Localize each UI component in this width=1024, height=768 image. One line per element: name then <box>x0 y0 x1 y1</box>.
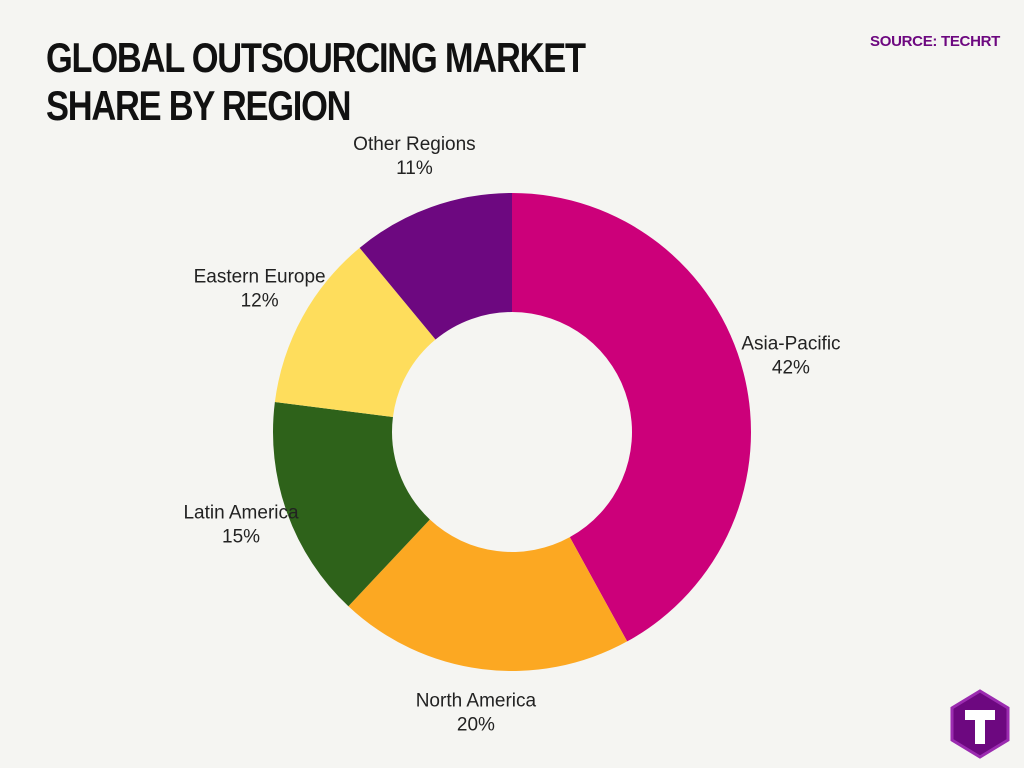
value-label: 20% <box>457 715 495 736</box>
category-label: Latin America <box>183 503 299 524</box>
value-label: 42% <box>772 357 810 378</box>
slice-label: Other Regions 11% <box>353 134 476 179</box>
value-label: 11% <box>396 158 433 179</box>
logo <box>950 689 1010 759</box>
category-label: Other Regions <box>353 134 476 155</box>
slice-label: Latin America 15% <box>183 503 299 548</box>
slice-label: Eastern Europe 12% <box>194 266 326 311</box>
chart-title: GLOBAL OUTSOURCING MARKET SHARE BY REGIO… <box>46 34 586 129</box>
source-note: SOURCE: TECHRT <box>870 33 1000 50</box>
donut-slice <box>274 247 436 417</box>
donut-slice <box>512 193 751 642</box>
donut-slice <box>348 519 628 671</box>
slice-label: North America 20% <box>416 691 537 736</box>
category-label: Eastern Europe <box>194 266 326 287</box>
category-label: Asia-Pacific <box>741 333 840 354</box>
value-label: 15% <box>222 527 260 548</box>
logo-letter <box>965 710 995 744</box>
value-label: 12% <box>241 290 279 311</box>
donut-slice <box>273 402 430 607</box>
category-label: North America <box>416 691 537 712</box>
donut-slice <box>359 193 512 340</box>
slice-label: Asia-Pacific 42% <box>741 333 840 378</box>
